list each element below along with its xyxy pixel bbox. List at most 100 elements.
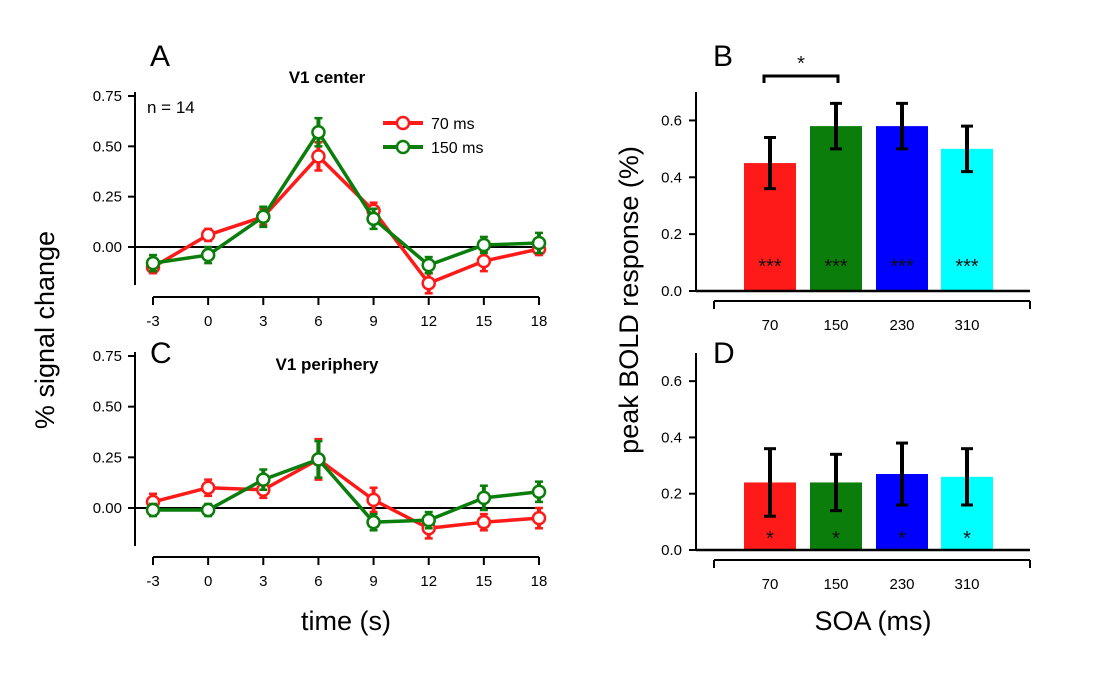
data-point xyxy=(476,253,492,269)
y-tick-label: 0.0 xyxy=(661,542,682,559)
legend-swatch-marker xyxy=(395,115,411,131)
panel-title-a: V1 center xyxy=(289,68,366,87)
legend-swatch-marker xyxy=(395,139,411,155)
x-tick-label: 150 xyxy=(823,317,848,334)
legend-label: 70 ms xyxy=(431,116,475,133)
y-tick-label: 0.6 xyxy=(661,112,682,129)
sample-size-label: n = 14 xyxy=(147,98,195,117)
series-line-150ms xyxy=(152,130,540,267)
significance-label: * xyxy=(832,528,840,550)
y-tick-label: 0.75 xyxy=(93,348,122,365)
data-point xyxy=(256,209,271,225)
y-tick-label: 0.2 xyxy=(661,486,682,503)
data-point xyxy=(476,237,492,253)
data-point xyxy=(531,510,547,526)
x-tick-label: 0 xyxy=(204,313,212,330)
data-point xyxy=(531,484,547,500)
x-tick-label: 12 xyxy=(420,313,437,330)
significance-label: * xyxy=(766,528,774,550)
comparison-label: * xyxy=(797,53,805,75)
data-point xyxy=(366,492,381,508)
x-tick-label: 6 xyxy=(314,573,322,590)
data-point xyxy=(311,124,326,140)
y-axis-label-left: % signal change xyxy=(30,231,60,429)
panel-letter-d: D xyxy=(713,337,735,370)
data-point xyxy=(145,502,161,518)
data-point xyxy=(531,235,547,251)
data-point xyxy=(421,275,436,291)
x-tick-label: 150 xyxy=(823,576,848,593)
x-tick-label: 230 xyxy=(889,317,914,334)
x-tick-label: -3 xyxy=(146,573,159,590)
panel-letter-a: A xyxy=(150,40,170,73)
x-tick-label: 3 xyxy=(259,313,267,330)
x-tick-label: 70 xyxy=(762,576,779,593)
panel-c: C V1 periphery 0.75 0.50 0.25 0.00 -3 0 3 6 9 12 15 1… xyxy=(93,337,548,590)
data-point xyxy=(145,255,161,271)
x-tick-label: 18 xyxy=(531,313,548,330)
panel-a: A V1 center n = 14 0.75 0.50 0.25 0.00 -3 0 3 6 9 12… xyxy=(93,40,548,330)
significance-label: *** xyxy=(824,256,848,278)
y-tick-label: 0.00 xyxy=(93,239,122,256)
y-tick-label: 0.4 xyxy=(661,429,682,446)
x-tick-label: 6 xyxy=(314,313,322,330)
series-line-150ms xyxy=(153,457,540,524)
x-tick-label: 9 xyxy=(369,313,377,330)
y-axis-label-right: peak BOLD response (%) xyxy=(614,146,644,454)
panel-title-c: V1 periphery xyxy=(276,355,380,374)
significance-label: *** xyxy=(955,256,979,278)
bar-230 xyxy=(876,126,928,291)
data-point xyxy=(200,480,216,495)
data-point xyxy=(256,472,271,487)
panel-letter-c: C xyxy=(150,337,172,370)
data-point xyxy=(200,502,216,518)
data-point xyxy=(366,514,381,530)
significance-label: * xyxy=(898,528,906,550)
data-point xyxy=(311,452,326,467)
data-point xyxy=(421,257,436,273)
data-point xyxy=(366,211,381,227)
data-point xyxy=(200,227,216,243)
significance-label: * xyxy=(963,528,971,550)
y-tick-label: 0.75 xyxy=(93,88,122,105)
y-tick-label: 0.4 xyxy=(661,169,682,186)
y-tick-label: 0.25 xyxy=(93,189,122,206)
x-tick-label: 0 xyxy=(204,573,212,590)
y-tick-label: 0.50 xyxy=(93,399,122,416)
x-tick-label: 310 xyxy=(954,317,979,334)
series-line-70ms xyxy=(152,457,540,531)
x-axis-label-left: time (s) xyxy=(301,606,391,636)
data-point xyxy=(476,490,492,506)
panel-b: B 0.0 0.2 0.4 0.6 *** *** *** *** 70 150 230 310 * xyxy=(661,40,1031,334)
panel-letter-b: B xyxy=(713,40,733,73)
x-tick-label: 70 xyxy=(762,317,779,334)
y-tick-label: 0.00 xyxy=(93,500,122,517)
y-tick-label: 0.25 xyxy=(93,449,122,466)
bar-150 xyxy=(810,126,862,291)
data-point xyxy=(476,514,492,530)
data-point xyxy=(421,512,436,528)
y-tick-label: 0.2 xyxy=(661,226,682,243)
x-tick-label: 230 xyxy=(889,576,914,593)
series-line-70ms xyxy=(152,154,540,285)
comparison-bracket xyxy=(762,74,840,83)
y-tick-label: 0.50 xyxy=(93,138,122,155)
x-tick-label: 15 xyxy=(476,573,493,590)
x-tick-label: 12 xyxy=(420,573,437,590)
x-tick-label: 310 xyxy=(954,576,979,593)
x-tick-label: 3 xyxy=(259,573,267,590)
x-tick-label: 9 xyxy=(369,573,377,590)
x-tick-label: 15 xyxy=(476,313,493,330)
significance-label: *** xyxy=(758,256,782,278)
data-point xyxy=(311,149,326,164)
data-point xyxy=(200,247,216,263)
y-tick-label: 0.0 xyxy=(661,283,682,300)
x-tick-label: -3 xyxy=(146,313,159,330)
x-tick-label: 18 xyxy=(531,573,548,590)
legend-label: 150 ms xyxy=(431,140,483,157)
x-axis-label-right: SOA (ms) xyxy=(814,606,931,636)
panel-d: D 0.0 0.2 0.4 0.6 * * * * 70 150 230 310 xyxy=(661,337,1031,593)
y-tick-label: 0.6 xyxy=(661,373,682,390)
significance-label: *** xyxy=(890,256,914,278)
